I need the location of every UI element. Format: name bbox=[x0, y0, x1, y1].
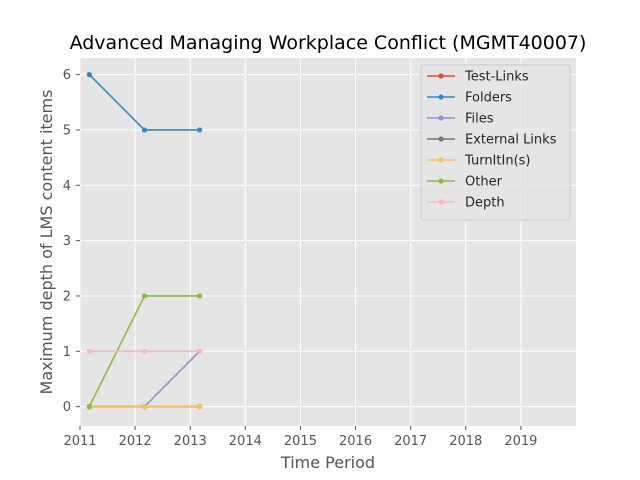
data-point-folders bbox=[141, 127, 148, 133]
chart-title: Advanced Managing Workplace Conflict (MG… bbox=[70, 32, 587, 54]
legend-label-external-links: External Links bbox=[465, 133, 557, 148]
axis-ticks: 2011 2012 2013 2014 2015 2016 2017 2018 2019 0 1 2 3… bbox=[63, 68, 538, 449]
data-point-other bbox=[86, 404, 92, 410]
legend-marker-folders bbox=[438, 94, 444, 100]
data-point-depth bbox=[86, 348, 92, 354]
legend-marker-files bbox=[438, 115, 444, 121]
legend-marker-external-links bbox=[438, 136, 444, 142]
data-point-other bbox=[196, 293, 203, 299]
x-tick-label: 2016 bbox=[339, 434, 372, 449]
x-tick-label: 2017 bbox=[394, 434, 427, 449]
y-tick-label: 5 bbox=[63, 123, 71, 138]
legend-marker-depth bbox=[438, 199, 444, 205]
data-point-other bbox=[141, 293, 148, 299]
y-tick-label: 6 bbox=[63, 68, 71, 83]
series-layer bbox=[86, 72, 203, 410]
data-point-depth bbox=[196, 348, 203, 354]
legend-marker-other bbox=[438, 178, 444, 184]
x-tick-label: 2015 bbox=[284, 434, 317, 449]
legend-label-depth: Depth bbox=[465, 196, 505, 211]
x-tick-label: 2012 bbox=[119, 434, 152, 449]
y-axis-label: Maximum depth of LMS content items bbox=[37, 90, 56, 395]
y-tick-label: 4 bbox=[63, 179, 71, 194]
legend-box bbox=[420, 64, 571, 221]
legend-marker-test-links bbox=[438, 73, 444, 79]
x-tick-label: 2014 bbox=[229, 434, 262, 449]
x-tick-label: 2011 bbox=[63, 434, 96, 449]
y-tick-label: 0 bbox=[63, 400, 71, 415]
data-point-turnitin-s bbox=[141, 404, 148, 410]
data-point-folders bbox=[86, 72, 92, 78]
legend-label-other: Other bbox=[465, 175, 503, 190]
data-point-turnitin-s bbox=[196, 404, 203, 410]
y-tick-label: 3 bbox=[63, 234, 71, 249]
x-tick-label: 2018 bbox=[449, 434, 482, 449]
y-tick-label: 1 bbox=[63, 345, 71, 360]
legend: Test-Links Folders Files External Links Turn… bbox=[420, 64, 571, 221]
x-tick-label: 2013 bbox=[174, 434, 207, 449]
data-point-folders bbox=[196, 127, 203, 133]
x-axis-label: Time Period bbox=[280, 453, 375, 472]
x-tick-label: 2019 bbox=[504, 434, 537, 449]
legend-label-folders: Folders bbox=[465, 91, 512, 106]
legend-label-test-links: Test-Links bbox=[464, 70, 529, 85]
y-tick-label: 2 bbox=[63, 289, 71, 304]
legend-label-turnitin-s: TurnItIn(s) bbox=[464, 154, 530, 169]
legend-label-files: Files bbox=[465, 112, 494, 127]
data-point-depth bbox=[141, 348, 148, 354]
legend-marker-turnitin-s bbox=[438, 157, 444, 163]
